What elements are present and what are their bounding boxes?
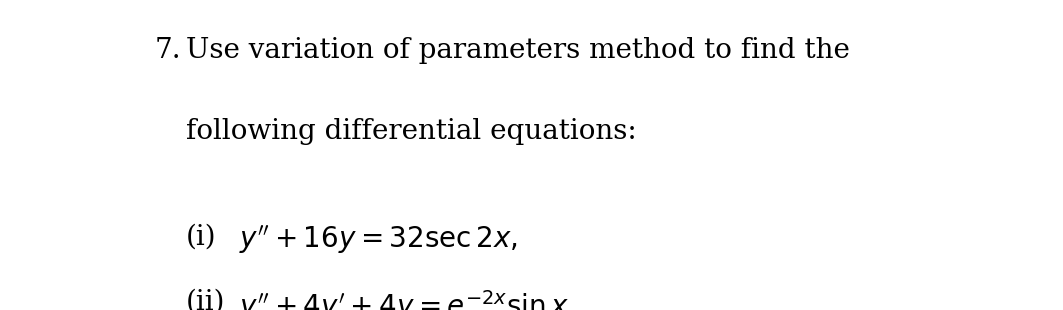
Text: (ii): (ii) xyxy=(186,288,225,310)
Text: following differential equations:: following differential equations: xyxy=(186,118,637,145)
Text: $y'' + 16y = 32\sec 2x,$: $y'' + 16y = 32\sec 2x,$ xyxy=(239,223,518,256)
Text: 7.: 7. xyxy=(154,37,181,64)
Text: (i): (i) xyxy=(186,223,217,250)
Text: Use variation of parameters method to find the: Use variation of parameters method to fi… xyxy=(186,37,850,64)
Text: $y'' + 4y' + 4y = e^{-2x}\sin x,$: $y'' + 4y' + 4y = e^{-2x}\sin x,$ xyxy=(239,288,575,310)
